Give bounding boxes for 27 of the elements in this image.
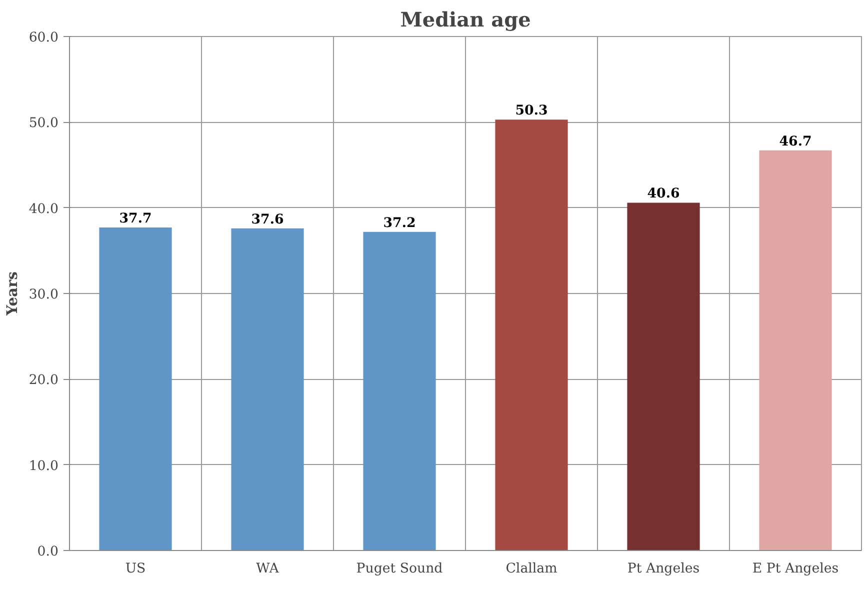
data-label: 50.3 bbox=[515, 102, 548, 119]
bar bbox=[99, 228, 172, 550]
y-tick-label: 60.0 bbox=[28, 30, 59, 46]
bar bbox=[231, 228, 304, 550]
y-axis-title: Years bbox=[4, 272, 21, 316]
data-label: 46.7 bbox=[779, 133, 812, 150]
data-label: 37.6 bbox=[251, 211, 284, 228]
x-tick-label: Puget Sound bbox=[356, 562, 444, 576]
chart-title: Median age bbox=[400, 8, 531, 32]
data-label: 40.6 bbox=[647, 186, 680, 202]
x-tick-label: Clallam bbox=[506, 562, 558, 576]
bar bbox=[627, 202, 700, 550]
data-label: 37.2 bbox=[383, 214, 416, 231]
x-tick-label: Pt Angeles bbox=[627, 562, 700, 576]
y-tick-label: 40.0 bbox=[28, 202, 59, 217]
y-tick-label: 30.0 bbox=[28, 288, 59, 302]
bar bbox=[363, 232, 436, 550]
y-tick-label: 0.0 bbox=[37, 544, 59, 560]
x-tick-label: US bbox=[125, 562, 146, 576]
x-tick-label: E Pt Angeles bbox=[752, 562, 839, 576]
bar bbox=[495, 120, 568, 550]
data-label: 37.7 bbox=[119, 210, 152, 227]
y-tick-label: 20.0 bbox=[28, 373, 59, 388]
y-tick-label: 50.0 bbox=[28, 116, 59, 132]
y-tick-label: 10.0 bbox=[28, 458, 59, 474]
x-tick-label: WA bbox=[256, 562, 280, 576]
bar bbox=[759, 150, 832, 550]
